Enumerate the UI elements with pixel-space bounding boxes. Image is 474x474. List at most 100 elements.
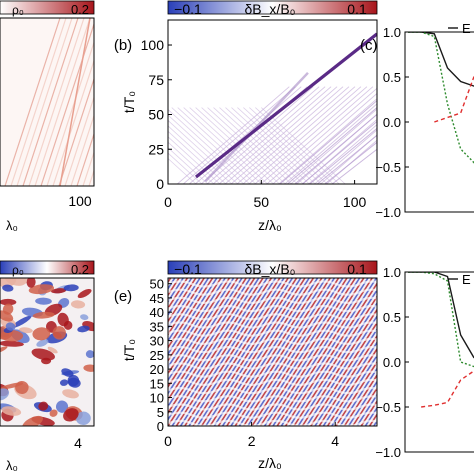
panel-a-colorbar-max: 0.2 — [71, 2, 89, 17]
panel-c-y-tick-label: 1.0 — [383, 25, 401, 40]
panel-b-x-tick-label: 50 — [254, 194, 270, 210]
panel-e-wave — [441, 278, 474, 426]
panel-d-blob — [26, 278, 36, 288]
panel-b-y-tick-label: 50 — [148, 107, 164, 123]
panel-e-wave — [424, 278, 474, 426]
panel-b-colorbar-max: 0.1 — [347, 1, 367, 17]
panel-a-streak — [59, 18, 91, 186]
panel-d-plot — [0, 278, 94, 426]
panel-b-stripe — [168, 147, 209, 184]
panel-a-streak — [28, 18, 85, 186]
panel-b-stripe — [231, 107, 316, 184]
panel-e-highlight — [168, 321, 377, 329]
panel-d-blob — [5, 322, 16, 331]
panel-e-highlight — [168, 403, 377, 411]
panel-e-wave — [168, 278, 189, 310]
panel-e-colorbar-max: 0.1 — [347, 261, 367, 277]
panel-b-y-tick-label: 100 — [141, 37, 165, 53]
panel-b-stripe — [207, 107, 292, 184]
panel-b-stripe — [189, 107, 274, 184]
panel-e-wave — [318, 334, 377, 426]
panel-d-blob — [51, 288, 67, 294]
panel-d-blob — [75, 411, 91, 426]
panel-a-streak — [22, 18, 79, 186]
panel-b-x-tick-label: 0 — [164, 194, 172, 210]
panel-b-stripe — [183, 107, 268, 184]
panel-d-blob — [32, 327, 51, 341]
panel-e-wave — [168, 278, 235, 382]
panel-a-streak — [76, 132, 94, 186]
panel-a-streak — [70, 113, 94, 186]
panel-b-stripe — [316, 134, 377, 184]
panel-b-main-beam — [194, 32, 377, 179]
panel-b-stripe — [302, 121, 377, 184]
panel-e-wave — [391, 278, 474, 426]
panel-e-wave — [416, 278, 474, 426]
panel-e-y-tick-label: 30 — [150, 334, 164, 349]
panel-f-frame — [404, 271, 474, 453]
panel-b-mirrored-beam — [204, 71, 309, 183]
panel-d-blob — [77, 288, 92, 299]
panel-e-highlight — [168, 337, 377, 345]
panel-d-blob — [19, 327, 33, 334]
panel-a-streak — [82, 150, 94, 186]
panel-d-blob — [49, 409, 58, 417]
panel-e-x-tick-label: 0 — [164, 433, 172, 449]
panel-b-stripe — [314, 129, 377, 184]
panel-a-streak — [64, 95, 94, 186]
panel-d-blob — [59, 379, 69, 386]
panel-e-highlight — [168, 395, 377, 403]
panel-c-legend-label: E — [462, 21, 471, 36]
panel-b-stripe — [177, 107, 262, 184]
panel-d-blob — [0, 330, 24, 342]
panel-d-blob — [47, 346, 58, 354]
panel-d-blob — [32, 311, 55, 319]
panel-e-ylabel: t/T₀ — [121, 339, 137, 361]
panel-b-stripe — [168, 130, 227, 184]
panel-e-x-tick-label: 2 — [248, 433, 256, 449]
panel-b-ylabel: t/T₀ — [121, 91, 137, 113]
panel-c-y-tick-label: 0.0 — [383, 115, 401, 130]
panel-f-plot — [408, 272, 474, 408]
panel-e-y-tick-label: 0 — [157, 419, 164, 434]
panel-e-colorbar-label: δB_x/B₀ — [245, 261, 296, 277]
panel-d-frame — [0, 277, 95, 427]
panel-e-y-tick-label: 45 — [150, 291, 164, 306]
panel-e-x-tick-label: 4 — [331, 433, 339, 449]
panel-a-colorbar-label: ρ₀ — [12, 3, 24, 17]
panel-b-x-tick-label: 100 — [343, 194, 367, 210]
panel-b-stripe — [168, 157, 197, 184]
panel-d-blob — [36, 339, 49, 347]
panel-b-y-tick-label: 0 — [156, 176, 164, 192]
panel-e-wave — [407, 278, 474, 426]
panel-b-stripe — [309, 128, 377, 184]
panel-e-y-tick-label: 25 — [150, 348, 164, 363]
panel-f-y-tick-label: 0.0 — [383, 355, 401, 370]
panel-a-x-tick-label: 100 — [68, 193, 92, 209]
panel-a-plot — [0, 18, 94, 186]
panel-d-blob — [63, 408, 79, 422]
panel-a-frame — [0, 17, 95, 187]
panel-d-blob — [63, 284, 79, 292]
panel-e-highlight — [168, 329, 377, 337]
panel-b-y-tick-label: 25 — [148, 141, 164, 157]
panel-e-y-tick-label: 15 — [150, 376, 164, 391]
panel-b-stripe — [168, 141, 215, 184]
panel-e-wave — [168, 278, 197, 323]
panel-d-colorbar-max: 0.2 — [71, 262, 89, 277]
panel-b-stripe — [324, 141, 377, 184]
panel-e-wave — [168, 278, 239, 389]
panel-b-stripe — [168, 114, 245, 184]
panel-d-blob — [0, 298, 17, 306]
panel-e-wave — [458, 278, 474, 426]
panel-e-highlight — [168, 411, 377, 419]
panel-d-blob — [2, 284, 14, 292]
panel-e-y-tick-label: 50 — [150, 277, 164, 292]
panel-e-wave — [168, 278, 201, 330]
panel-e-wave — [462, 278, 474, 426]
panel-e-wave — [420, 278, 474, 426]
panel-b-plot — [168, 20, 377, 184]
panel-d-blob — [0, 388, 10, 401]
panel-c-y-tick-label: 0.5 — [383, 70, 401, 85]
